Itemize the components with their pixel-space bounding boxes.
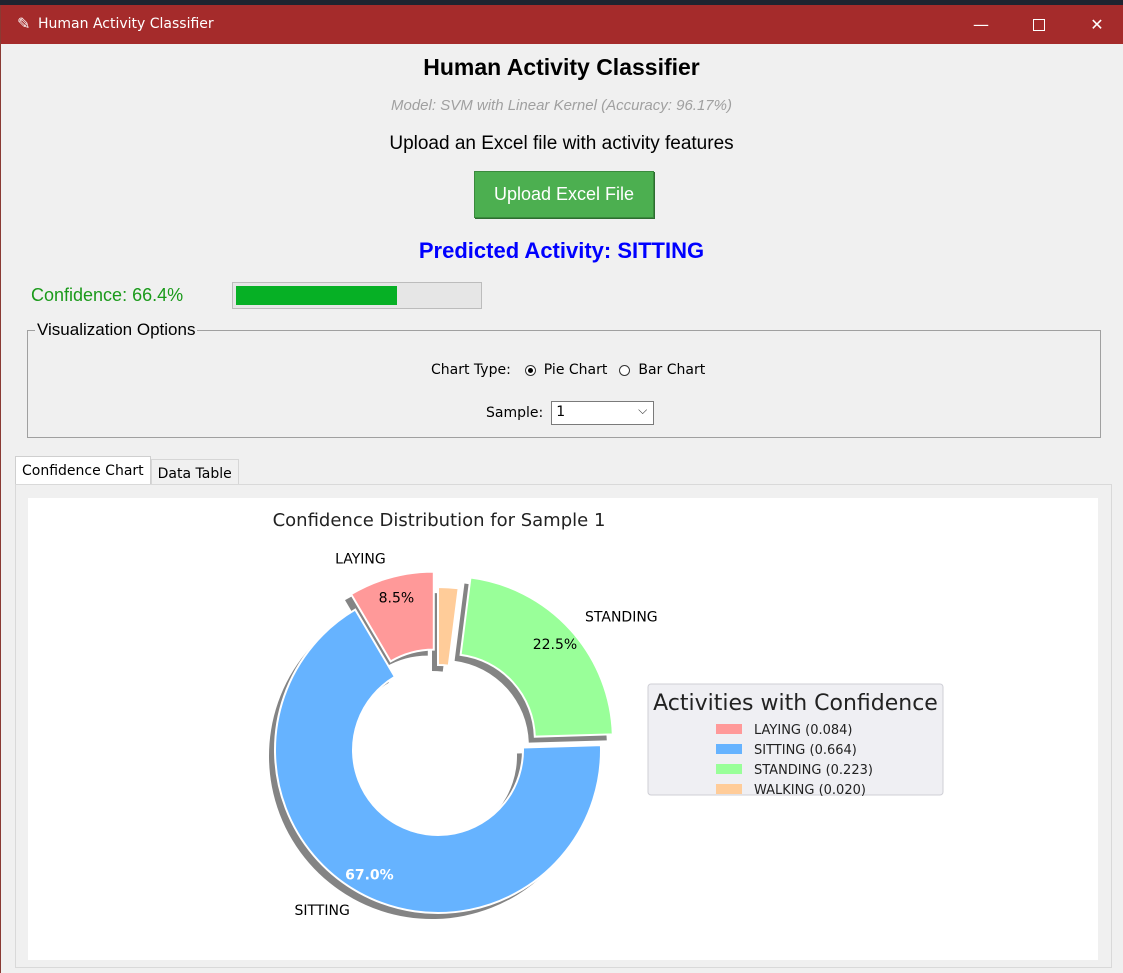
chart-legend: Activities with Confidence LAYING (0.084)… bbox=[647, 683, 944, 798]
chart-type-label: Chart Type: bbox=[431, 362, 511, 378]
confidence-progress-fill bbox=[236, 286, 397, 305]
slice-label-sitting: SITTING bbox=[294, 903, 349, 919]
window-title: Human Activity Classifier bbox=[38, 16, 214, 32]
slice-label-standing: STANDING bbox=[585, 610, 658, 626]
tab-data-table[interactable]: Data Table bbox=[150, 459, 239, 485]
slice-percent-standing: 22.5% bbox=[533, 637, 577, 653]
legend-entry: SITTING (0.664) bbox=[754, 743, 857, 758]
sample-select[interactable]: 1 ⌵ bbox=[551, 401, 655, 425]
close-button[interactable]: ✕ bbox=[1068, 5, 1123, 44]
legend-swatch bbox=[716, 744, 742, 754]
upload-excel-button[interactable]: Upload Excel File bbox=[474, 171, 654, 218]
pie-slice-standing bbox=[459, 576, 614, 738]
title-bar[interactable]: ✎ Human Activity Classifier — ✕ bbox=[1, 5, 1123, 44]
minimize-button[interactable]: — bbox=[952, 5, 1010, 44]
legend-entry: STANDING (0.223) bbox=[754, 763, 873, 778]
minimize-icon: — bbox=[973, 15, 989, 34]
upload-prompt: Upload an Excel file with activity featu… bbox=[389, 133, 734, 154]
visualization-options-group bbox=[27, 330, 1101, 438]
pie-chart-radio-label[interactable]: Pie Chart bbox=[543, 362, 608, 378]
visualization-options-label: Visualization Options bbox=[35, 320, 198, 340]
confidence-progress-bar bbox=[232, 282, 482, 309]
maximize-icon bbox=[1033, 18, 1045, 31]
page-title: Human Activity Classifier bbox=[423, 54, 700, 80]
sample-label: Sample: bbox=[486, 405, 544, 421]
sample-row: Sample: 1 ⌵ bbox=[486, 401, 655, 425]
pie-slice-sitting bbox=[274, 608, 602, 914]
sample-select-value: 1 bbox=[556, 404, 566, 420]
feather-icon: ✎ bbox=[17, 16, 31, 33]
chevron-down-icon[interactable]: ⌵ bbox=[638, 403, 648, 417]
model-info: Model: SVM with Linear Kernel (Accuracy:… bbox=[391, 97, 732, 114]
chart-title: Confidence Distribution for Sample 1 bbox=[273, 510, 606, 531]
legend-swatch bbox=[716, 784, 742, 794]
bar-chart-radio[interactable] bbox=[619, 364, 631, 376]
slice-label-laying: LAYING bbox=[335, 551, 386, 567]
chart-type-row: Chart Type: Pie Chart Bar Chart bbox=[431, 362, 705, 378]
tab-bar: Confidence Chart Data Table bbox=[15, 456, 239, 486]
maximize-button[interactable] bbox=[1010, 5, 1068, 44]
bar-chart-radio-label[interactable]: Bar Chart bbox=[638, 362, 706, 378]
pie-chart-radio[interactable] bbox=[524, 364, 536, 376]
pie-slice-walking bbox=[437, 585, 460, 667]
close-icon: ✕ bbox=[1090, 15, 1104, 34]
tab-confidence-chart[interactable]: Confidence Chart bbox=[15, 456, 151, 486]
slice-percent-laying: 8.5% bbox=[379, 591, 415, 607]
slice-percent-sitting: 67.0% bbox=[345, 867, 394, 883]
chart-canvas: Confidence Distribution for Sample 1 LAY… bbox=[28, 498, 1098, 960]
legend-title: Activities with Confidence bbox=[653, 691, 938, 716]
predicted-activity: Predicted Activity: SITTING bbox=[418, 238, 705, 263]
legend-swatch bbox=[716, 724, 742, 734]
pie-chart: Confidence Distribution for Sample 1 LAY… bbox=[268, 510, 944, 919]
pie-slice-laying bbox=[349, 570, 435, 663]
legend-entry: WALKING (0.020) bbox=[754, 783, 866, 798]
legend-swatch bbox=[716, 764, 742, 774]
legend-entry: LAYING (0.084) bbox=[754, 723, 853, 738]
confidence-label: Confidence: 66.4% bbox=[31, 285, 184, 305]
